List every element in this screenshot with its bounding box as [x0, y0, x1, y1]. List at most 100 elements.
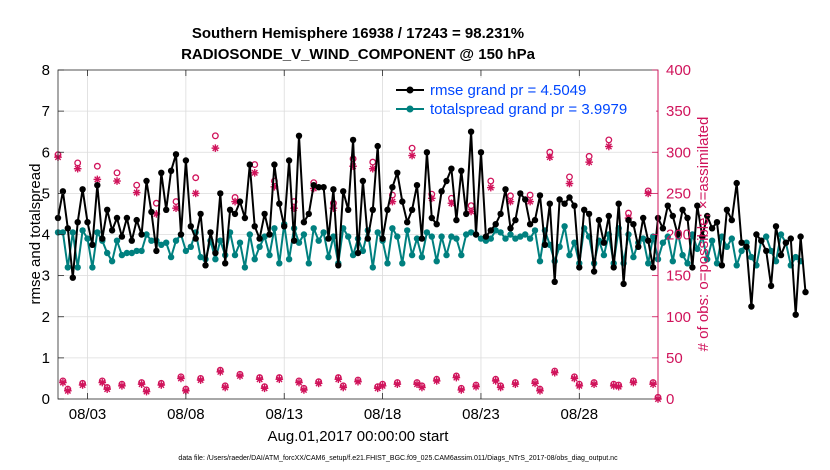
- spread-point: [158, 241, 165, 248]
- obs-assimilated-marker: [103, 385, 111, 393]
- rmse-point: [615, 200, 622, 207]
- spread-point: [271, 225, 278, 232]
- obs-assimilated-stroke: [526, 198, 534, 205]
- obs-assimilated-stroke: [408, 152, 416, 159]
- obs-assimilated-stroke: [143, 388, 150, 395]
- spread-point: [217, 237, 224, 244]
- obs-assimilated-stroke: [615, 383, 622, 390]
- rmse-point: [182, 157, 190, 164]
- rmse-point: [581, 206, 588, 213]
- obs-assimilated-stroke: [369, 165, 376, 172]
- obs-assimilated-marker: [260, 384, 269, 393]
- obs-assimilated-marker: [211, 144, 220, 152]
- rmse-point: [177, 231, 185, 238]
- obs-possible-marker: [113, 169, 121, 177]
- rmse-point: [212, 249, 219, 257]
- obs-assimilated-stroke: [231, 198, 239, 205]
- rmse-point: [310, 182, 317, 189]
- rmse-point: [566, 194, 573, 201]
- axis-ticks: 08/03 08/08 08/13 08/18 08/23 08/28 0 1 2 3 4 5 6 7 8 0…: [42, 62, 691, 423]
- obs-assimilated-marker: [314, 379, 323, 388]
- spread-point: [374, 229, 381, 236]
- spread-point: [556, 243, 563, 250]
- obs-assimilated-stroke: [251, 169, 258, 177]
- rmse-point: [241, 214, 249, 222]
- obs-assimilated-marker: [644, 189, 652, 198]
- rmse-point: [556, 196, 563, 203]
- obs-assimilated-stroke: [585, 158, 593, 166]
- rmse-point: [394, 169, 401, 176]
- rmse-point: [167, 167, 175, 174]
- rmse-point: [664, 202, 671, 209]
- y-tick-label-right: 300: [666, 144, 691, 161]
- obs-assimilated-stroke: [182, 387, 190, 394]
- rmse-point: [733, 179, 740, 187]
- obs-assimilated-marker: [295, 378, 303, 387]
- spread-point: [74, 264, 81, 271]
- obs-assimilated-stroke: [64, 387, 72, 394]
- rmse-point: [433, 221, 440, 228]
- spread-point: [517, 233, 524, 240]
- spread-point: [133, 247, 140, 255]
- rmse-point: [197, 210, 204, 218]
- rmse-point: [487, 227, 494, 234]
- rmse-point: [236, 198, 244, 205]
- spread-point: [748, 253, 755, 261]
- rmse-point: [349, 136, 357, 144]
- spread-point: [94, 229, 101, 236]
- rmse-point: [217, 190, 224, 197]
- rmse-point: [89, 241, 96, 248]
- obs-assimilated-marker: [491, 377, 500, 385]
- spread-point: [502, 235, 509, 242]
- obs-assimilated-marker: [427, 194, 436, 203]
- obs-assimilated-stroke: [571, 375, 578, 382]
- spread-point: [404, 227, 411, 234]
- obs-assimilated-stroke: [138, 381, 145, 388]
- obs-assimilated-marker: [64, 386, 72, 395]
- x-tick-label: 08/03: [69, 406, 107, 423]
- rmse-point: [266, 231, 273, 238]
- obs-assimilated-stroke: [418, 384, 426, 391]
- obs-assimilated-stroke: [79, 381, 86, 389]
- obs-assimilated-marker: [605, 142, 613, 151]
- spread-point: [438, 233, 445, 240]
- x-tick-label: 08/23: [462, 406, 500, 423]
- rmse-point: [285, 157, 293, 164]
- spread-point: [231, 251, 239, 259]
- rmse-point: [571, 202, 578, 209]
- spread-point: [148, 237, 155, 244]
- spread-point: [143, 231, 150, 238]
- obs-assimilated-marker: [132, 188, 141, 197]
- spread-point: [640, 235, 647, 242]
- rmse-point: [640, 214, 647, 222]
- spread-point: [251, 256, 258, 263]
- spread-point: [777, 231, 785, 238]
- obs-assimilated-stroke: [177, 375, 185, 382]
- spread-point: [763, 233, 770, 240]
- spread-point: [59, 229, 67, 236]
- obs-assimilated-stroke: [99, 379, 106, 386]
- rmse-point: [763, 247, 770, 255]
- spread-point: [600, 251, 608, 259]
- rmse-point: [713, 219, 721, 226]
- spread-point: [664, 233, 671, 240]
- spread-point: [89, 264, 96, 271]
- rmse-point: [492, 221, 499, 228]
- obs-assimilated-marker: [413, 380, 421, 388]
- rmse-point: [374, 142, 381, 150]
- spread-point: [512, 235, 519, 242]
- rmse-point: [477, 149, 485, 156]
- spread-point: [704, 256, 711, 263]
- rmse-point: [782, 239, 790, 246]
- obs-assimilated-stroke: [192, 190, 199, 197]
- rmse-point: [507, 225, 514, 232]
- spread-point: [118, 251, 126, 259]
- rmse-point: [605, 212, 612, 220]
- obs-assimilated-stroke: [212, 144, 219, 152]
- rmse-point: [787, 235, 794, 242]
- y-tick-label-right: 250: [666, 185, 691, 202]
- spread-point: [463, 231, 470, 238]
- obs-assimilated-stroke: [644, 190, 652, 197]
- spread-point: [659, 239, 667, 246]
- y-tick-label-left: 7: [42, 103, 50, 120]
